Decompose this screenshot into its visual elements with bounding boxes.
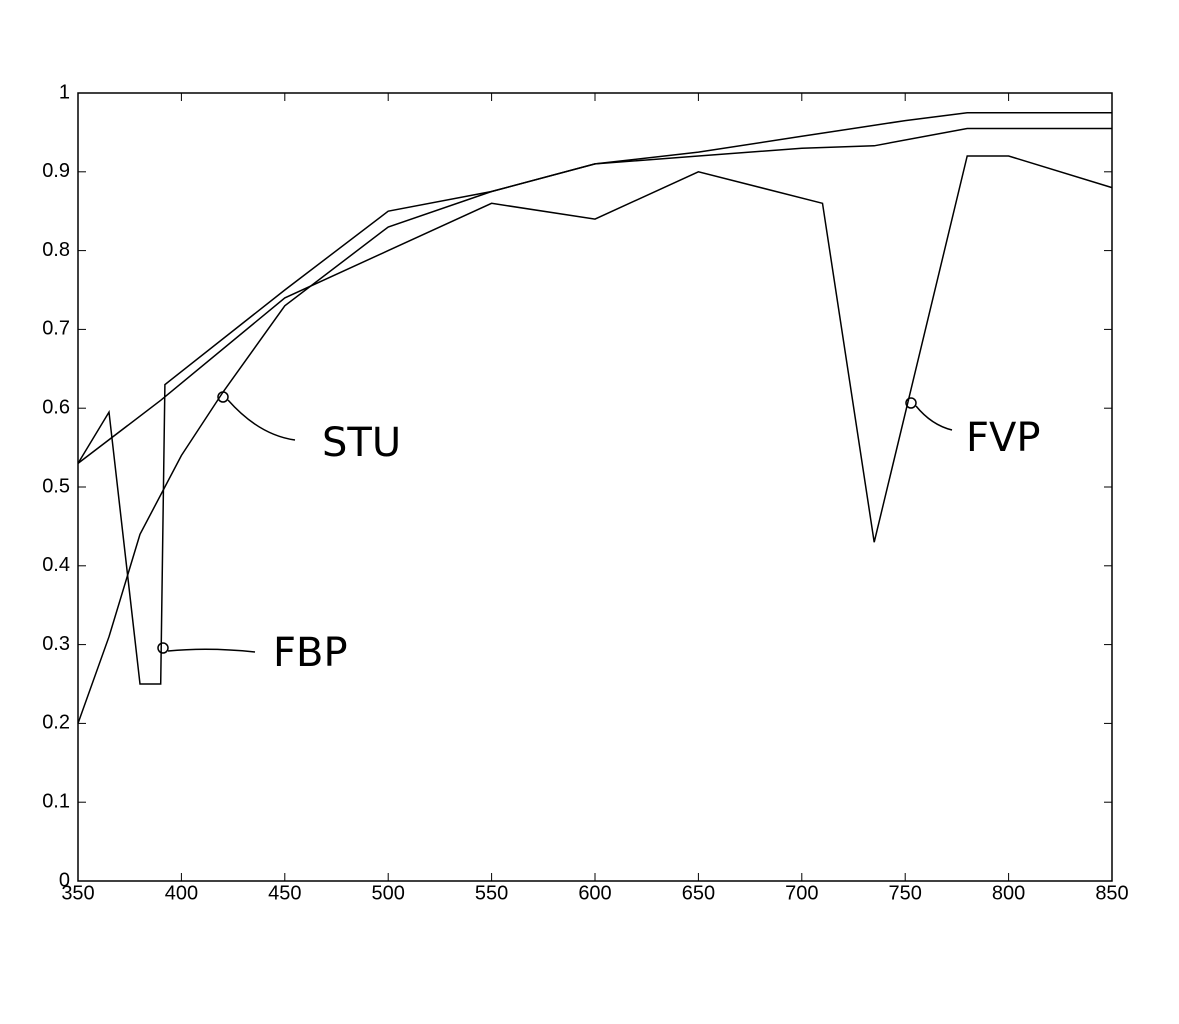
y-tick-label: 0.6 bbox=[42, 396, 70, 418]
x-tick-label: 400 bbox=[165, 882, 198, 904]
annotation-leader bbox=[915, 405, 953, 431]
x-tick-label: 550 bbox=[475, 882, 508, 904]
x-tick-label: 850 bbox=[1095, 882, 1128, 904]
annotation-marker bbox=[905, 397, 917, 409]
series-label: STU bbox=[322, 420, 401, 466]
x-tick-label: 650 bbox=[682, 882, 715, 904]
x-tick-label: 700 bbox=[785, 882, 818, 904]
y-tick-label: 0.7 bbox=[42, 318, 70, 340]
series-label: FBP bbox=[273, 630, 348, 676]
annotation-leader bbox=[227, 399, 296, 441]
annotation-marker bbox=[217, 391, 229, 403]
y-tick-label: 0.5 bbox=[42, 475, 70, 497]
series-line bbox=[77, 127, 1112, 685]
y-tick-label: 0.9 bbox=[42, 160, 70, 182]
x-tick-label: 350 bbox=[61, 882, 94, 904]
y-tick-label: 0.8 bbox=[42, 239, 70, 261]
series-label: FVP bbox=[966, 415, 1041, 461]
series-line bbox=[77, 111, 1112, 724]
y-tick-label: 0.2 bbox=[42, 712, 70, 734]
y-tick-label: 0.3 bbox=[42, 633, 70, 655]
x-tick-label: 450 bbox=[268, 882, 301, 904]
x-tick-label: 600 bbox=[578, 882, 611, 904]
x-tick-label: 800 bbox=[992, 882, 1025, 904]
y-tick-label: 0.1 bbox=[42, 790, 70, 812]
annotation-leader bbox=[167, 648, 256, 653]
y-tick-label: 0 bbox=[59, 869, 70, 891]
x-tick-label: 500 bbox=[372, 882, 405, 904]
y-tick-label: 0.4 bbox=[42, 554, 70, 576]
annotation-marker bbox=[157, 642, 169, 654]
plot-frame bbox=[77, 92, 1113, 882]
x-tick-label: 750 bbox=[889, 882, 922, 904]
series-line bbox=[77, 155, 1113, 543]
y-tick-label: 1 bbox=[59, 81, 70, 103]
